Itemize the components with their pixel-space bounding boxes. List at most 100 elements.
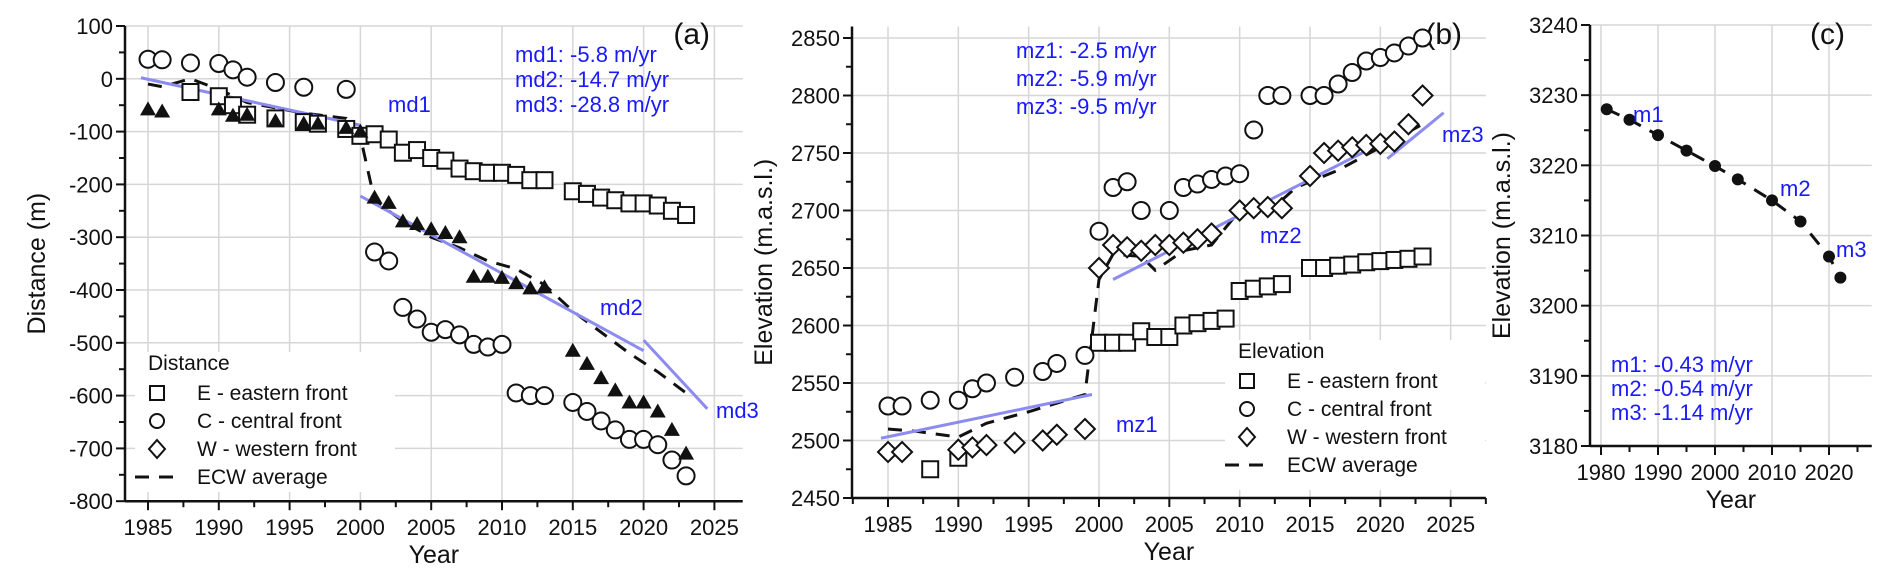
data-point [181, 83, 200, 101]
data-point [465, 268, 482, 283]
rate-annotation: md1: -5.8 m/yr [515, 42, 657, 67]
data-point [975, 433, 998, 457]
x-tick-label: 2020 [619, 515, 668, 540]
data-point [921, 460, 940, 479]
y-tick-label: 2700 [791, 199, 840, 224]
x-tick-label: 1990 [1634, 460, 1683, 485]
data-point [1101, 233, 1125, 257]
legend-marker-circle [1239, 401, 1255, 417]
data-point [210, 101, 227, 116]
fit-label: m2 [1780, 176, 1811, 201]
data-point [152, 50, 172, 70]
data-point [890, 440, 914, 464]
x-tick-label: 2010 [1748, 460, 1797, 485]
data-point [1794, 215, 1807, 228]
data-point [1216, 309, 1235, 328]
x-tick-label: 2020 [1805, 460, 1854, 485]
y-axis-label: Distance (m) [23, 193, 51, 335]
legend-entry: E - eastern front [1287, 370, 1438, 393]
rate-annotation: md2: -14.7 m/yr [515, 67, 669, 92]
x-tick-label: 1990 [194, 515, 243, 540]
data-point [309, 115, 326, 130]
panel-b: 2450 2500 2550 2600 2650 2700 2750 2800 2850 1985… [750, 18, 1487, 566]
legend-marker-square [149, 385, 165, 401]
data-point [1397, 112, 1420, 136]
data-point [1766, 194, 1778, 207]
legend-marker-square [1239, 373, 1255, 389]
data-point [365, 242, 385, 262]
data-point [1118, 333, 1137, 352]
data-point [1160, 328, 1179, 346]
data-point [379, 251, 399, 271]
data-point [237, 67, 257, 87]
data-point [920, 390, 940, 410]
x-tick-label: 1995 [1004, 512, 1053, 537]
data-point [564, 342, 581, 357]
legend-marker-circle [149, 413, 165, 429]
x-axis-label: Year [1706, 486, 1757, 514]
legend-entry: C - central front [1287, 398, 1432, 421]
data-point [1272, 275, 1291, 294]
x-tick-label: 2000 [336, 515, 385, 540]
data-point [366, 189, 383, 204]
y-tick-label: 3220 [1529, 153, 1578, 178]
x-tick-label: 2015 [548, 515, 597, 540]
legend-background [135, 352, 395, 492]
legend-background [1225, 340, 1485, 490]
data-point [1623, 113, 1636, 126]
y-tick-label: -800 [69, 489, 113, 514]
rate-annotation: md3: -28.8 m/yr [515, 92, 669, 117]
y-tick-label: -100 [69, 120, 113, 145]
data-point [1298, 164, 1322, 188]
data-point [1047, 353, 1067, 373]
legend-title: Distance [148, 352, 230, 375]
y-tick-label: 2450 [791, 486, 840, 511]
fit-label: md2 [600, 295, 643, 320]
data-point [1045, 423, 1069, 447]
data-point [621, 394, 638, 409]
fit-line-mz3 [1386, 111, 1445, 160]
data-point [409, 216, 426, 230]
y-tick-label: 100 [76, 14, 113, 39]
data-point [1600, 103, 1613, 116]
series-line-elevation [1606, 107, 1842, 279]
y-tick-label: -200 [69, 172, 113, 197]
data-point [1003, 431, 1027, 455]
data-point [663, 421, 680, 436]
panel-label: (c) [1810, 18, 1845, 51]
x-tick-label: 1985 [864, 512, 913, 537]
data-point [1652, 129, 1664, 142]
data-point [534, 386, 554, 406]
data-point [563, 392, 583, 412]
panel-label: (a) [673, 18, 710, 51]
data-point [1244, 120, 1264, 140]
data-point [394, 213, 411, 228]
legend-entry: ECW average [197, 466, 328, 489]
data-point [479, 268, 496, 283]
data-point [180, 53, 200, 73]
data-point [577, 401, 597, 421]
data-point [295, 115, 312, 130]
y-tick-label: -500 [69, 331, 113, 356]
x-tick-label: 2025 [1426, 512, 1475, 537]
data-point [605, 420, 625, 440]
x-tick-label: 1990 [934, 512, 983, 537]
data-point [1342, 63, 1362, 82]
y-tick-label: 2650 [791, 256, 840, 281]
y-tick-label: -300 [69, 225, 113, 250]
y-tick-label: 2850 [791, 26, 840, 51]
x-tick-label: 2000 [1075, 512, 1124, 537]
data-point [1328, 74, 1348, 94]
data-point [607, 382, 624, 397]
legend-title: Elevation [1238, 340, 1324, 363]
data-point [948, 390, 968, 410]
fit-line-mz1 [880, 393, 1093, 440]
fit-label: md1 [388, 92, 431, 117]
x-tick-label: 2010 [1215, 512, 1264, 537]
data-point [451, 229, 468, 244]
data-point [407, 309, 427, 329]
y-axis-label: Elevation (m.a.s.l.) [1488, 132, 1516, 339]
x-tick-label: 2005 [407, 515, 456, 540]
legend-marker-diamond [147, 438, 167, 460]
rate-annotation: m2: -0.54 m/yr [1611, 376, 1753, 401]
